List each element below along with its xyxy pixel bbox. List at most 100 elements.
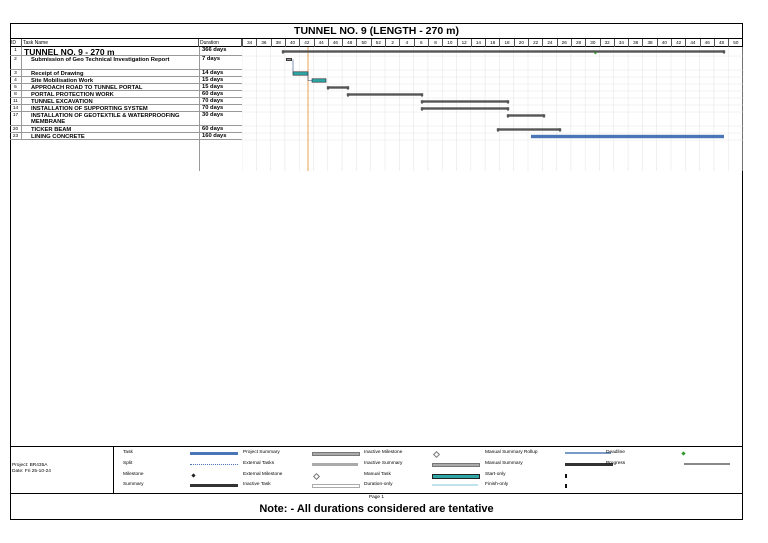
task-duration: 30 days <box>199 112 242 125</box>
column-id-header[interactable]: ID <box>10 39 22 47</box>
task-row[interactable]: 4 Site Mobilisation Work 15 days <box>10 77 242 84</box>
dependency-arrow <box>307 73 312 81</box>
footer-note: Note: - All durations considered are ten… <box>259 503 494 515</box>
task-name: Site Mobilisation Work <box>31 77 94 84</box>
task-row[interactable]: 3 Receipt of Drawing 14 days <box>10 70 242 77</box>
task-id: 17 <box>10 112 22 125</box>
timescale-tick: 12 <box>456 39 471 47</box>
task-row[interactable]: 2 Submission of Geo Technical Investigati… <box>10 56 242 70</box>
legend-label: Manual Summary <box>485 461 523 466</box>
timescale-tick: 30 <box>585 39 599 47</box>
timescale-tick: 8 <box>427 39 442 47</box>
summary-bar-end <box>558 128 562 133</box>
column-task-name-header[interactable]: Task Name <box>22 39 199 47</box>
legend-swatch <box>432 463 480 467</box>
timescale-tick: 24 <box>542 39 556 47</box>
legend-label: Start-only <box>485 472 506 477</box>
task-id: 1 <box>10 47 22 55</box>
timescale-tick: 34 <box>613 39 628 47</box>
page-frame <box>10 23 743 520</box>
summary-bar-start <box>496 128 500 133</box>
task-row[interactable]: 23 LINING CONCRETE 160 days <box>10 133 242 140</box>
timescale-tick: 18 <box>499 39 513 47</box>
task-duration: 15 days <box>199 84 242 90</box>
summary-bar-start <box>506 114 510 119</box>
task-name: PORTAL PROTECTION WORK <box>31 91 114 98</box>
timescale-tick: 32 <box>599 39 614 47</box>
legend-swatch <box>432 474 480 479</box>
legend-divider <box>113 447 114 493</box>
timescale-tick: 46 <box>327 39 342 47</box>
task-duration: 60 days <box>199 126 242 132</box>
task-duration: 15 days <box>199 77 242 83</box>
legend-label: Inactive Task <box>243 482 271 487</box>
task-name: Receipt of Drawing <box>31 70 84 77</box>
task-row[interactable]: 5 APPROACH ROAD TO TUNNEL PORTAL 15 days <box>10 84 242 91</box>
timescale-tick: 34 <box>242 39 256 47</box>
task-row[interactable]: 11 TUNNEL EXCAVATION 70 days <box>10 98 242 105</box>
summary-bar <box>283 50 724 53</box>
legend-swatch <box>312 463 358 466</box>
summary-bar-start <box>420 107 424 112</box>
column-header-row: ID Task Name Duration 34 36 38 40 42 44 46 48 50… <box>10 39 743 47</box>
task-row[interactable]: 14 INSTALLATION OF SUPPORTING SYSTEM 70 da… <box>10 105 242 112</box>
timescale-tick: 44 <box>685 39 699 47</box>
summary-bar <box>498 128 560 131</box>
project-label: Project: BR435A <box>12 463 48 468</box>
summary-bar-end <box>346 86 350 91</box>
legend-swatch <box>565 463 613 466</box>
task-name: INSTALLATION OF GEOTEXTILE & WATERPROOFI… <box>31 112 180 126</box>
task-id: 8 <box>10 91 22 97</box>
task-row[interactable]: 20 TICKER BEAM 60 days <box>10 126 242 133</box>
legend-label: Manual Summary Rollup <box>485 450 538 455</box>
deadline-marker <box>594 51 597 55</box>
task-id: 2 <box>10 56 22 69</box>
timescale-tick: 22 <box>528 39 542 47</box>
legend-swatch <box>565 452 611 454</box>
summary-bar-end <box>722 50 726 55</box>
legend-label: Deadline <box>606 450 625 455</box>
column-duration-header[interactable]: Duration <box>199 39 242 47</box>
task-id: 5 <box>10 84 22 90</box>
legend-label: External Tasks <box>243 461 275 466</box>
legend-swatch <box>684 463 730 465</box>
task-id: 3 <box>10 70 22 76</box>
legend-label: Progress <box>606 461 626 466</box>
timescale-tick: 50 <box>356 39 370 47</box>
project-date: Date: Fri 25-10-24 <box>12 469 51 474</box>
legend-label: Split <box>123 461 133 466</box>
legend-swatch <box>312 484 360 488</box>
legend-swatch <box>565 484 567 488</box>
task-name: TUNNEL NO. 9 - 270 m <box>24 46 115 57</box>
timescale-tick: 50 <box>728 39 742 47</box>
timescale-tick: 26 <box>556 39 571 47</box>
task-name: TICKER BEAM <box>31 126 72 133</box>
legend-swatch <box>190 464 238 465</box>
legend-swatch <box>191 473 196 478</box>
task-duration: 160 days <box>199 133 242 139</box>
summary-bar-end <box>506 100 510 105</box>
legend-swatch <box>432 484 478 486</box>
task-row[interactable]: 1 TUNNEL NO. 9 - 270 m 366 days <box>10 47 242 56</box>
timescale-tick: 44 <box>313 39 328 47</box>
summary-bar <box>508 114 544 117</box>
task-name: APPROACH ROAD TO TUNNEL PORTAL <box>31 84 143 91</box>
timescale-tick: 42 <box>671 39 685 47</box>
legend-label: Manual Task <box>364 472 391 477</box>
legend-label: Summary <box>123 482 144 487</box>
task-id: 14 <box>10 105 22 111</box>
legend-swatch <box>565 474 567 478</box>
manual-task-bar <box>292 71 309 76</box>
summary-bar-end <box>542 114 546 119</box>
timescale-tick: 52 <box>370 39 385 47</box>
summary-bar-end <box>420 93 424 98</box>
task-row[interactable]: 8 PORTAL PROTECTION WORK 60 days <box>10 91 242 98</box>
timescale-tick: 40 <box>656 39 671 47</box>
task-duration: 366 days <box>199 47 242 55</box>
task-duration: 70 days <box>199 98 242 104</box>
summary-bar <box>348 93 422 96</box>
legend-swatch <box>681 451 686 456</box>
task-row[interactable]: 17 INSTALLATION OF GEOTEXTILE & WATERPROO… <box>10 112 242 126</box>
timescale-tick: 38 <box>642 39 656 47</box>
summary-bar <box>422 100 508 103</box>
